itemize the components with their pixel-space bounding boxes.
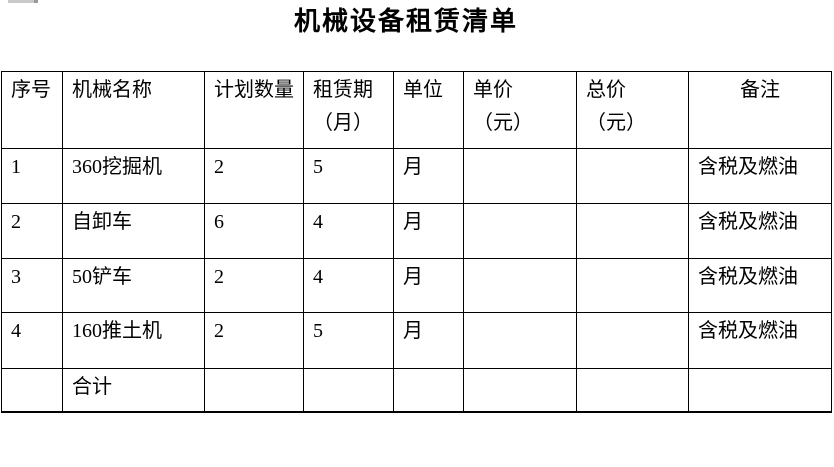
cell-rental-period: 4 bbox=[303, 258, 394, 313]
col-header-line1: 备注 bbox=[740, 79, 780, 101]
cell-machine-name: 自卸车 bbox=[62, 203, 205, 259]
table-row: 4 160推土机 2 5 月 含税及燃油 bbox=[1, 312, 832, 369]
cell-machine-name: 360挖掘机 bbox=[62, 148, 205, 204]
cell-seq: 2 bbox=[1, 203, 63, 259]
cell-machine-name: 50铲车 bbox=[62, 258, 205, 313]
cell-planned-qty: 2 bbox=[204, 258, 304, 313]
cell-total-price bbox=[576, 258, 689, 313]
cell-seq: 3 bbox=[1, 258, 63, 313]
col-header-seq: 序号 bbox=[1, 71, 63, 149]
col-header-line1: 序号 bbox=[11, 79, 51, 101]
cell-total-label: 合计 bbox=[62, 368, 205, 413]
rental-table: 序号 机械名称 计划数量 租赁期 （月） 单位 单价 （元） bbox=[1, 71, 832, 413]
table-row: 2 自卸车 6 4 月 含税及燃油 bbox=[1, 203, 832, 259]
cell-machine-name: 160推土机 bbox=[62, 312, 205, 369]
cell-remarks: 含税及燃油 bbox=[688, 258, 832, 313]
table-row: 3 50铲车 2 4 月 含税及燃油 bbox=[1, 258, 832, 313]
table-row: 1 360挖掘机 2 5 月 含税及燃油 bbox=[1, 148, 832, 204]
cell-rental-period bbox=[303, 368, 394, 413]
cell-unit-price bbox=[463, 312, 577, 369]
col-header-machine-name: 机械名称 bbox=[62, 71, 205, 149]
col-header-unit: 单位 bbox=[393, 71, 464, 149]
cell-seq: 1 bbox=[1, 148, 63, 204]
cell-seq bbox=[1, 368, 63, 413]
cell-planned-qty: 6 bbox=[204, 203, 304, 259]
total-row: 合计 bbox=[1, 368, 832, 413]
cell-planned-qty: 2 bbox=[204, 148, 304, 204]
cell-unit-price bbox=[463, 258, 577, 313]
col-header-line1: 租赁期 bbox=[313, 79, 373, 101]
cell-unit bbox=[393, 368, 464, 413]
cell-rental-period: 4 bbox=[303, 203, 394, 259]
top-left-artifact-bar bbox=[8, 0, 38, 3]
cell-remarks: 含税及燃油 bbox=[688, 203, 832, 259]
cell-unit: 月 bbox=[393, 312, 464, 369]
cell-rental-period: 5 bbox=[303, 148, 394, 204]
col-header-line1: 总价 bbox=[586, 79, 626, 101]
cell-unit: 月 bbox=[393, 148, 464, 204]
cell-planned-qty bbox=[204, 368, 304, 413]
page-title: 机械设备租赁清单 bbox=[293, 7, 518, 36]
col-header-total-price: 总价 （元） bbox=[576, 71, 689, 149]
cell-total-price bbox=[576, 203, 689, 259]
col-header-rental-period: 租赁期 （月） bbox=[303, 71, 394, 149]
col-header-remarks: 备注 bbox=[688, 71, 832, 149]
col-header-line2: （元） bbox=[586, 112, 646, 134]
cell-remarks bbox=[688, 368, 832, 413]
col-header-line2: （元） bbox=[473, 112, 533, 134]
cell-remarks: 含税及燃油 bbox=[688, 312, 832, 369]
cell-seq: 4 bbox=[1, 312, 63, 369]
col-header-planned-qty: 计划数量 bbox=[204, 71, 304, 149]
cell-unit: 月 bbox=[393, 203, 464, 259]
col-header-line2: （月） bbox=[313, 112, 373, 134]
cell-unit: 月 bbox=[393, 258, 464, 313]
cell-unit-price bbox=[463, 148, 577, 204]
cell-rental-period: 5 bbox=[303, 312, 394, 369]
col-header-line1: 单位 bbox=[403, 79, 443, 101]
cell-unit-price bbox=[463, 203, 577, 259]
cell-remarks: 含税及燃油 bbox=[688, 148, 832, 204]
cell-total-price bbox=[576, 312, 689, 369]
col-header-line1: 单价 bbox=[473, 79, 513, 101]
cell-total-price bbox=[576, 368, 689, 413]
col-header-line1: 计划数量 bbox=[214, 79, 294, 101]
col-header-line1: 机械名称 bbox=[72, 79, 152, 101]
cell-planned-qty: 2 bbox=[204, 312, 304, 369]
header-row: 序号 机械名称 计划数量 租赁期 （月） 单位 单价 （元） bbox=[1, 71, 832, 149]
cell-unit-price bbox=[463, 368, 577, 413]
col-header-unit-price: 单价 （元） bbox=[463, 71, 577, 149]
cell-total-price bbox=[576, 148, 689, 204]
